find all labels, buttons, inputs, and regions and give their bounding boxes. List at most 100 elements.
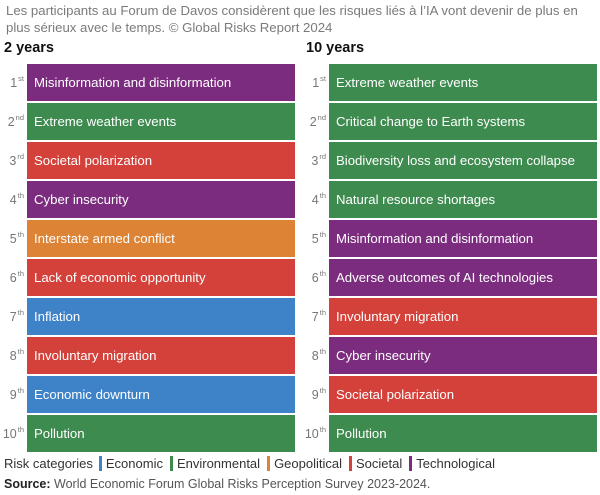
risk-bar-environmental: Critical change to Earth systems	[329, 103, 597, 140]
rank-number: 9	[9, 387, 17, 402]
rank-suffix: th	[17, 386, 24, 395]
rank-number: 1	[10, 75, 18, 90]
risk-bar-environmental: Pollution	[27, 415, 295, 452]
legend-swatch	[409, 456, 413, 471]
rank-number: 1	[312, 75, 320, 90]
rank-number: 5	[311, 231, 319, 246]
source-text: World Economic Forum Global Risks Percep…	[54, 477, 431, 491]
source-label: Source:	[4, 477, 51, 491]
rank-suffix: th	[17, 425, 24, 434]
risk-bar-environmental: Natural resource shortages	[329, 181, 597, 218]
rank-number: 10	[2, 426, 17, 441]
risk-bar-societal: Societal polarization	[27, 142, 295, 179]
risk-bar-societal: Involuntary migration	[27, 337, 295, 374]
risk-bar-societal: Societal polarization	[329, 376, 597, 413]
legend-label: Societal	[356, 456, 403, 471]
risk-bar-technological: Misinformation and disinformation	[329, 220, 597, 257]
column-title-2-years: 2 years	[4, 40, 54, 56]
rank-suffix: rd	[17, 152, 24, 161]
rank-suffix: th	[319, 269, 326, 278]
legend-item-societal: Societal	[349, 456, 402, 471]
rank-suffix: th	[17, 191, 24, 200]
legend: Risk categories Economic Environmental Geo…	[4, 456, 502, 471]
rank-number: 7	[9, 309, 17, 324]
legend-swatch	[169, 456, 173, 471]
risk-bar-technological: Cyber insecurity	[329, 337, 597, 374]
rank-number: 8	[9, 348, 17, 363]
rank-suffix: nd	[317, 113, 326, 122]
legend-swatch	[267, 456, 271, 471]
legend-swatch	[98, 456, 102, 471]
rank-suffix: th	[17, 269, 24, 278]
rank-suffix: th	[319, 347, 326, 356]
rank-number: 6	[311, 270, 319, 285]
legend-title: Risk categories	[4, 456, 93, 471]
risk-bar-technological: Cyber insecurity	[27, 181, 295, 218]
rank-number: 2	[7, 114, 15, 129]
rank-suffix: st	[320, 74, 326, 83]
rank-number: 10	[304, 426, 319, 441]
rank-suffix: rd	[319, 152, 326, 161]
risk-bar-environmental: Extreme weather events	[329, 64, 597, 101]
rank-number: 5	[9, 231, 17, 246]
rank-suffix: th	[17, 308, 24, 317]
rank-number: 3	[9, 153, 17, 168]
risk-bar-technological: Adverse outcomes of AI technologies	[329, 259, 597, 296]
risk-bar-environmental: Pollution	[329, 415, 597, 452]
column-title-10-years: 10 years	[306, 40, 365, 56]
rank-number: 4	[9, 192, 17, 207]
rank-suffix: th	[17, 347, 24, 356]
rank-suffix: th	[17, 230, 24, 239]
rank-suffix: th	[319, 230, 326, 239]
legend-label: Geopolitical	[274, 456, 342, 471]
risk-bar-environmental: Extreme weather events	[27, 103, 295, 140]
risk-bar-economic: Economic downturn	[27, 376, 295, 413]
caption: Les participants au Forum de Davos consi…	[6, 3, 578, 35]
risk-bar-economic: Inflation	[27, 298, 295, 335]
risk-bar-geopolitical: Interstate armed conflict	[27, 220, 295, 257]
risk-bar-technological: Misinformation and disinformation	[27, 64, 295, 101]
legend-label: Environmental	[176, 456, 261, 471]
rank-suffix: th	[319, 425, 326, 434]
rank-suffix: nd	[15, 113, 24, 122]
legend-label: Technological	[416, 456, 496, 471]
rank-number: 6	[9, 270, 17, 285]
legend-item-geopolitical: Geopolitical	[267, 456, 342, 471]
rank-suffix: th	[319, 386, 326, 395]
source-note: Source: World Economic Forum Global Risk…	[4, 477, 430, 491]
legend-item-technological: Technological	[409, 456, 495, 471]
rank-suffix: st	[18, 74, 24, 83]
risk-bar-societal: Lack of economic opportunity	[27, 259, 295, 296]
rank-number: 8	[311, 348, 319, 363]
rank-number: 3	[311, 153, 319, 168]
risk-bar-societal: Involuntary migration	[329, 298, 597, 335]
risk-bar-environmental: Biodiversity loss and ecosystem collapse	[329, 142, 597, 179]
rank-suffix: th	[319, 191, 326, 200]
rank-suffix: th	[319, 308, 326, 317]
legend-swatch	[349, 456, 352, 471]
legend-item-economic: Economic	[98, 456, 163, 471]
rank-number: 9	[311, 387, 319, 402]
rank-number: 4	[311, 192, 319, 207]
legend-item-environmental: Environmental	[169, 456, 261, 471]
